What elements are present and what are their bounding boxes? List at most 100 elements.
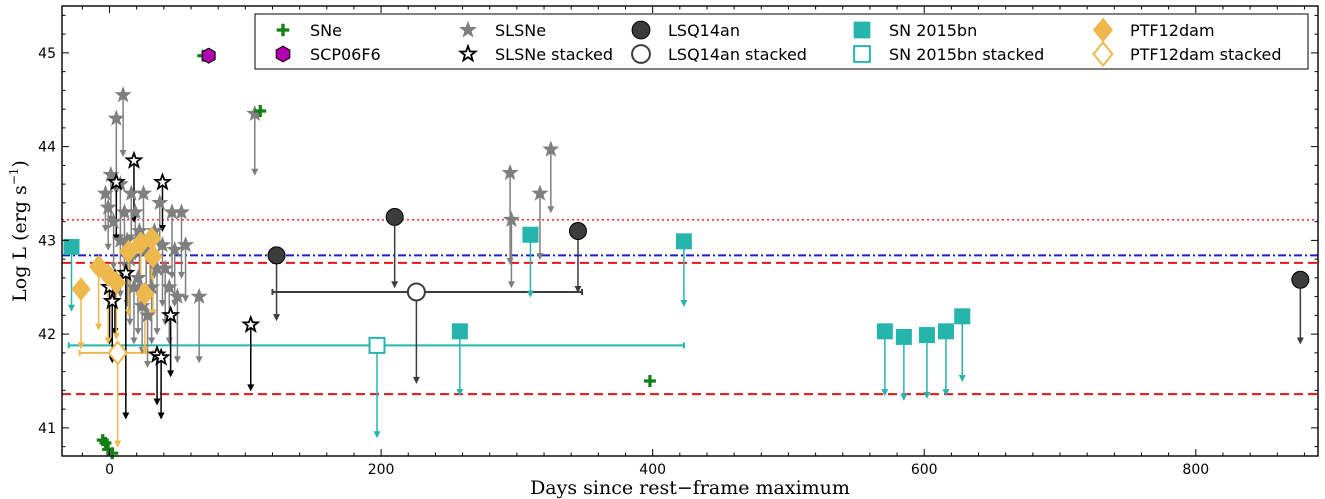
y-tick-label: 44 (38, 140, 56, 156)
slsne-marker (151, 193, 169, 211)
lsq14an-legend-marker (631, 20, 651, 40)
slsne-stacked-limit-arrowhead (247, 384, 255, 392)
slsne-limit-arrowhead (168, 271, 176, 279)
lsq14an-limit-arrowhead (1296, 337, 1304, 345)
slsne-marker (129, 268, 147, 286)
slsne-stacked-legend-marker (458, 43, 478, 63)
slsne-marker (542, 140, 560, 157)
slsne-marker (172, 203, 191, 220)
slsne-legend-marker (459, 20, 477, 38)
sne-marker (643, 375, 656, 387)
slsne-limit-arrowhead (119, 150, 127, 157)
legend-label: SN 2015bn stacked (889, 45, 1044, 64)
slsne-marker (99, 198, 117, 215)
sn-2015bn-marker (522, 226, 539, 243)
slsne-marker (134, 184, 152, 201)
lsq14an-limit-arrowhead (273, 314, 281, 322)
legend-label: SNe (310, 21, 342, 40)
slsne-limit-arrowhead (110, 262, 118, 270)
slsne-marker (126, 203, 144, 220)
sn-2015bn-marker (675, 233, 692, 250)
slsne-stacked-marker (152, 172, 173, 191)
slsne-limit-arrowhead (251, 168, 259, 176)
ptf12dam-limit-arrowhead (125, 309, 133, 317)
slsne-limit-arrowhead (173, 356, 181, 364)
tick-labels: 0 200 400 600 800 41 42 43 44 45 (38, 46, 1209, 478)
sn-2015bn-limit-arrowhead (923, 391, 931, 399)
y-tick-label: 42 (38, 327, 56, 343)
slsne-stacked-marker (102, 291, 122, 310)
sn-2015bn-marker (918, 327, 935, 344)
slsne-marker (177, 236, 195, 253)
ptf12dam-marker (118, 239, 139, 264)
y-axis-label-close: ) (9, 160, 31, 167)
legend-label: LSQ14an stacked (668, 45, 807, 64)
slsne-limit-arrowhead (547, 206, 555, 214)
slsne-stacked-limit-arrowhead (167, 370, 175, 378)
lsq14an-stacked-legend-marker (631, 44, 651, 64)
ptf12dam-limit-arrowhead (95, 323, 103, 331)
y-axis-label-main: Log L (erg s (9, 185, 31, 302)
ptf12dam-limit-arrowhead (112, 332, 120, 340)
sne-marker (102, 443, 115, 456)
slsne-limit-arrowhead (182, 295, 190, 303)
slsne-limit-arrowhead (104, 243, 112, 251)
legend-label: PTF12dam stacked (1130, 45, 1282, 64)
slsne-limit-arrowhead (144, 360, 152, 368)
sn-2015bn-marker (876, 323, 893, 340)
slsne-marker (531, 184, 549, 201)
ptf12dam-marker (71, 277, 91, 301)
lsq14an-limit-arrowhead (574, 285, 582, 293)
legend-frame (254, 13, 1309, 70)
slsne-limit-arrowhead (130, 337, 138, 345)
slsne-marker (160, 278, 178, 295)
x-tick-label: 0 (105, 462, 114, 478)
ptf12dam-limit-arrowhead (104, 337, 112, 345)
slsne-stacked-limit-arrowhead (153, 398, 161, 406)
legend-label: PTF12dam (1130, 21, 1215, 40)
slsne-limit-arrowhead (134, 328, 142, 336)
legend-label: LSQ14an (668, 21, 740, 40)
slsne-stacked-marker (241, 314, 261, 333)
slsne-stacked-marker (151, 347, 171, 366)
sn-2015bn-marker (937, 323, 954, 340)
slsne-marker (105, 212, 123, 229)
legend-label: SLSNe stacked (495, 45, 613, 64)
sn-2015bn-limit-arrowhead (526, 290, 534, 298)
slsne-stacked-limit-arrowhead (157, 412, 165, 420)
slsne-limit-arrowhead (101, 225, 109, 232)
sn-2015bn-stacked-marker (368, 336, 386, 354)
slsne-marker (156, 259, 174, 276)
slsne-marker (502, 210, 520, 228)
sn-2015bn-limit-arrowhead (68, 304, 76, 312)
slsne-marker (139, 306, 157, 323)
legend-label: SLSNe (495, 21, 546, 40)
ptf12dam-limit-arrowhead (141, 346, 149, 354)
slsne-marker (114, 86, 132, 103)
slsne-limit-arrowhead (158, 300, 166, 307)
sn-2015bn-legend-marker (853, 21, 871, 39)
y-tick-label: 41 (38, 421, 56, 437)
scp06f6-legend-marker (275, 45, 291, 63)
sn-2015bn-marker (451, 323, 468, 340)
sn-2015bn-limit-arrowhead (456, 389, 464, 397)
sn-2015bn-limit-arrowhead (942, 389, 950, 397)
data-markers (63, 47, 1310, 460)
sn-2015bn-stacked-limit-arrowhead (373, 431, 381, 439)
sn-2015bn-marker (63, 238, 80, 255)
x-tick-label: 400 (639, 462, 666, 478)
slsne-marker (107, 109, 125, 126)
sn-2015bn-marker (895, 328, 912, 345)
sn-2015bn-limit-arrowhead (680, 300, 688, 307)
slsne-marker (501, 163, 519, 181)
ptf12dam-stacked-limit-arrowhead (114, 440, 122, 448)
sn-2015bn-marker (954, 308, 971, 325)
slsne-limit-arrowhead (536, 253, 544, 261)
x-axis-label: Days since rest−frame maximum (530, 477, 850, 499)
slsne-stacked-marker (160, 305, 181, 324)
sne-marker (99, 436, 112, 449)
slsne-stacked-marker (106, 172, 126, 191)
slsne-limit-arrowhead (116, 290, 124, 298)
